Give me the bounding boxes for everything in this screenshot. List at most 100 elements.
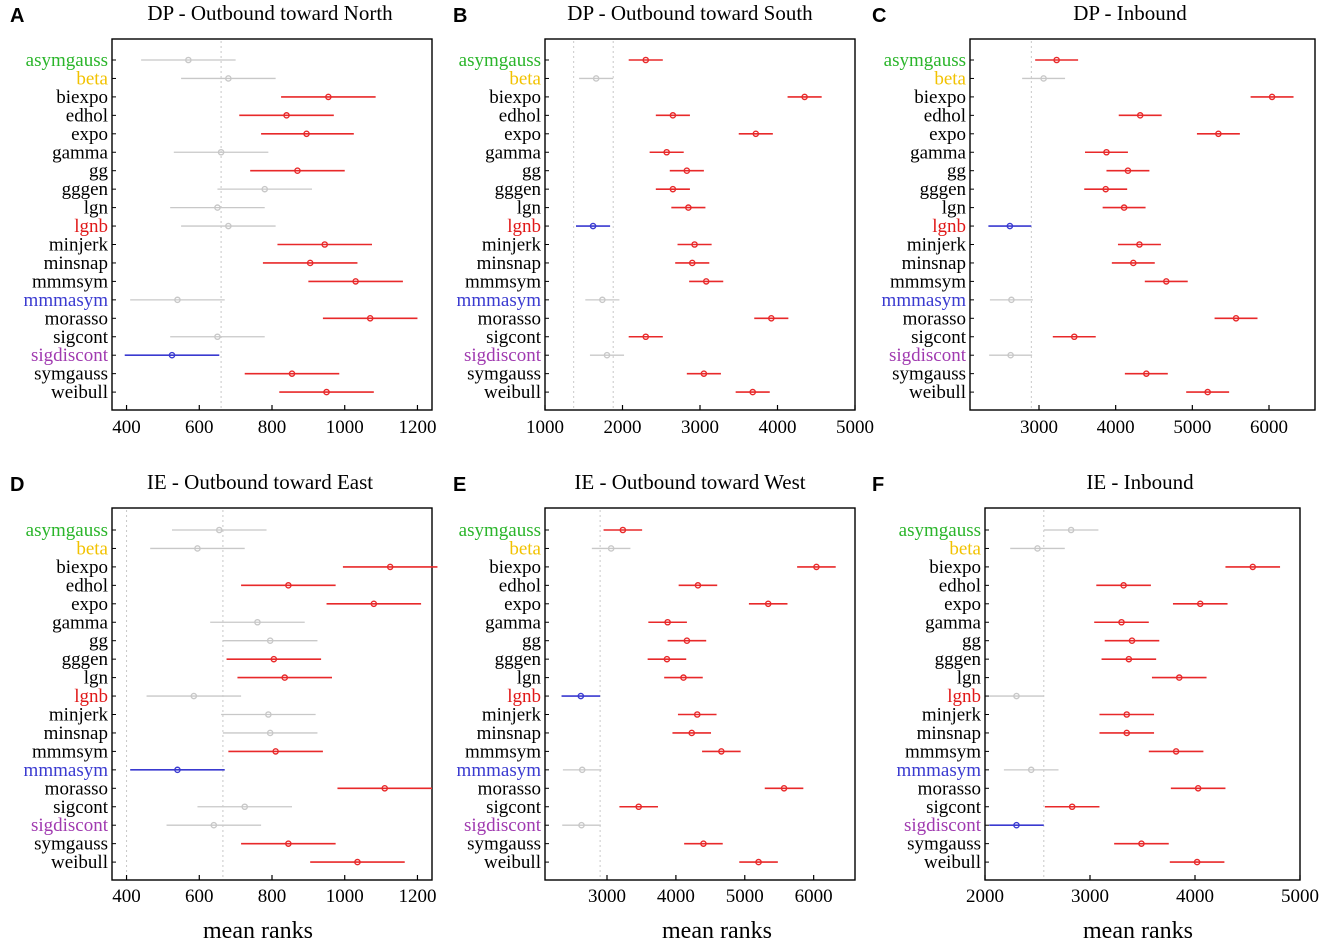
x-tick-label-e: 3000 [588,886,626,907]
x-tick-label-f: 3000 [1071,886,1109,907]
plot-frame-f [984,507,1301,881]
mean-marker-c-beta [1040,75,1047,82]
category-label-f: symgauss [907,834,981,855]
category-label-b: biexpo [489,87,541,108]
category-label-e: symgauss [467,834,541,855]
category-label-b: asymgauss [459,50,541,71]
category-label-f: biexpo [929,557,981,578]
category-label-e: edhol [499,575,541,596]
panel-title-c: DP - Inbound [1073,1,1187,25]
x-tick-label-d: 800 [258,886,287,907]
mean-marker-f-edhol [1120,582,1127,589]
mean-marker-b-gamma [663,148,670,156]
mean-marker-f-gg [1128,637,1136,645]
panel-title-b: DP - Outbound toward South [567,1,813,25]
category-label-f: mmmsym [905,741,981,762]
mean-marker-d-biexpo [386,563,394,571]
plot-frame-a [111,38,433,411]
category-label-a: sigdiscont [31,345,109,366]
x-tick-label-d: 1200 [398,886,436,907]
mean-marker-a-gamma [217,148,225,156]
mean-marker-d-minsnap [266,729,274,737]
mean-marker-f-morasso [1194,785,1202,792]
category-label-f: gamma [925,612,981,633]
category-label-f: lgn [957,668,982,689]
category-label-f: expo [944,594,981,615]
mean-marker-b-weibull [749,388,757,396]
mean-marker-b-sigcont [642,333,650,341]
mean-marker-d-expo [370,600,378,608]
category-label-d: minjerk [49,705,109,726]
category-label-d: gamma [52,612,108,633]
mean-marker-f-minjerk [1123,711,1131,718]
mean-marker-b-gg [683,167,691,174]
category-label-c: lgnb [932,216,966,237]
category-label-a: lgn [84,198,109,219]
plot-frame-e [544,507,856,881]
mean-marker-a-asymgauss [185,56,192,64]
mean-marker-b-mmmsym [702,278,710,285]
panel-letter-d: D [10,474,24,496]
mean-marker-b-beta [592,75,600,82]
category-label-c: beta [934,68,966,89]
x-tick-label-e: 5000 [726,886,764,907]
category-label-a: morasso [45,308,108,329]
mean-marker-d-asymgauss [215,526,223,534]
mean-marker-f-lgnb [1013,692,1020,700]
category-label-a: mmmasym [24,290,109,311]
x-tick-label-e: 4000 [657,886,695,907]
mean-marker-f-symgauss [1138,840,1145,847]
category-label-d: morasso [45,778,108,799]
mean-marker-a-sigdiscont [168,351,176,359]
category-label-b: expo [504,124,541,145]
panel-letter-a: A [10,5,24,27]
category-label-c: mmmsym [890,271,966,292]
mean-marker-d-mmmsym [272,748,279,755]
category-label-b: edhol [499,105,541,126]
category-label-e: minsnap [477,723,541,744]
category-label-f: morasso [918,778,981,799]
plot-frame-d [111,507,433,881]
category-label-a: weibull [51,382,108,403]
category-label-f: beta [949,538,981,559]
mean-marker-d-mmmasym [174,766,181,774]
mean-marker-d-sigdiscont [210,821,218,829]
category-label-b: symgauss [467,364,541,385]
category-label-e: mmmasym [457,760,542,781]
mean-marker-a-weibull [323,388,330,396]
figure-xlabel-d: mean ranks [203,918,313,944]
mean-marker-a-sigcont [214,333,221,341]
category-label-b: gg [522,161,542,182]
x-tick-label-c: 5000 [1173,417,1211,438]
mean-marker-e-sigcont [635,803,642,811]
mean-marker-e-edhol [694,582,702,589]
category-label-d: expo [71,594,108,615]
category-label-c: lgn [942,198,967,219]
mean-marker-c-sigdiscont [1007,351,1014,359]
mean-marker-e-symgauss [700,840,707,847]
mean-marker-d-gggen [270,655,278,663]
category-label-a: expo [71,124,108,145]
mean-marker-d-minjerk [265,711,272,718]
category-label-d: mmmasym [24,760,109,781]
category-label-d: biexpo [56,557,108,578]
category-label-d: lgn [84,668,109,689]
category-label-b: beta [509,68,541,89]
category-label-d: edhol [66,575,108,596]
mean-marker-a-mmmasym [174,296,181,304]
panel-f: F IE - Inbound 2000 3000 4000 5000 asymgaussbe… [872,470,1319,907]
mean-marker-d-symgauss [285,840,292,847]
x-tick-label-c: 3000 [1020,417,1058,438]
x-tick-label-d: 1000 [326,886,364,907]
mean-marker-c-weibull [1204,388,1211,396]
category-label-b: weibull [484,382,541,403]
panel-b: B DP - Outbound toward South 1000 2000 3000 4… [453,1,874,438]
mean-marker-f-weibull [1193,858,1201,866]
mean-marker-c-mmmsym [1162,278,1170,285]
mean-marker-a-biexpo [325,93,332,101]
mean-marker-e-beta [607,545,615,552]
mean-marker-e-mmmsym [718,748,725,755]
category-label-e: expo [504,594,541,615]
mean-marker-e-minjerk [693,711,701,718]
